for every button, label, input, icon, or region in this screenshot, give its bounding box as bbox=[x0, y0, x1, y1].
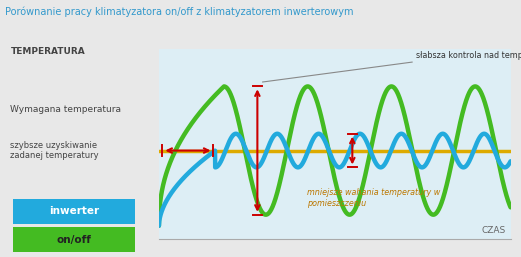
Text: on/off: on/off bbox=[57, 235, 92, 245]
Text: słabsza kontrola nad temperaturą: słabsza kontrola nad temperaturą bbox=[416, 51, 521, 60]
Text: inwerter: inwerter bbox=[49, 206, 100, 216]
Text: Wymagana temperatura: Wymagana temperatura bbox=[10, 105, 121, 114]
Text: szybsze uzyskiwanie
zadanej temperatury: szybsze uzyskiwanie zadanej temperatury bbox=[10, 141, 99, 160]
Text: CZAS: CZAS bbox=[481, 226, 505, 235]
Text: TEMPERATURA: TEMPERATURA bbox=[10, 47, 85, 56]
Text: mniejsze wahania temperatury w
pomieszczeniu: mniejsze wahania temperatury w pomieszcz… bbox=[306, 188, 440, 208]
Text: Porównanie pracy klimatyzatora on/off z klimatyzatorem inwerterowym: Porównanie pracy klimatyzatora on/off z … bbox=[5, 6, 354, 17]
